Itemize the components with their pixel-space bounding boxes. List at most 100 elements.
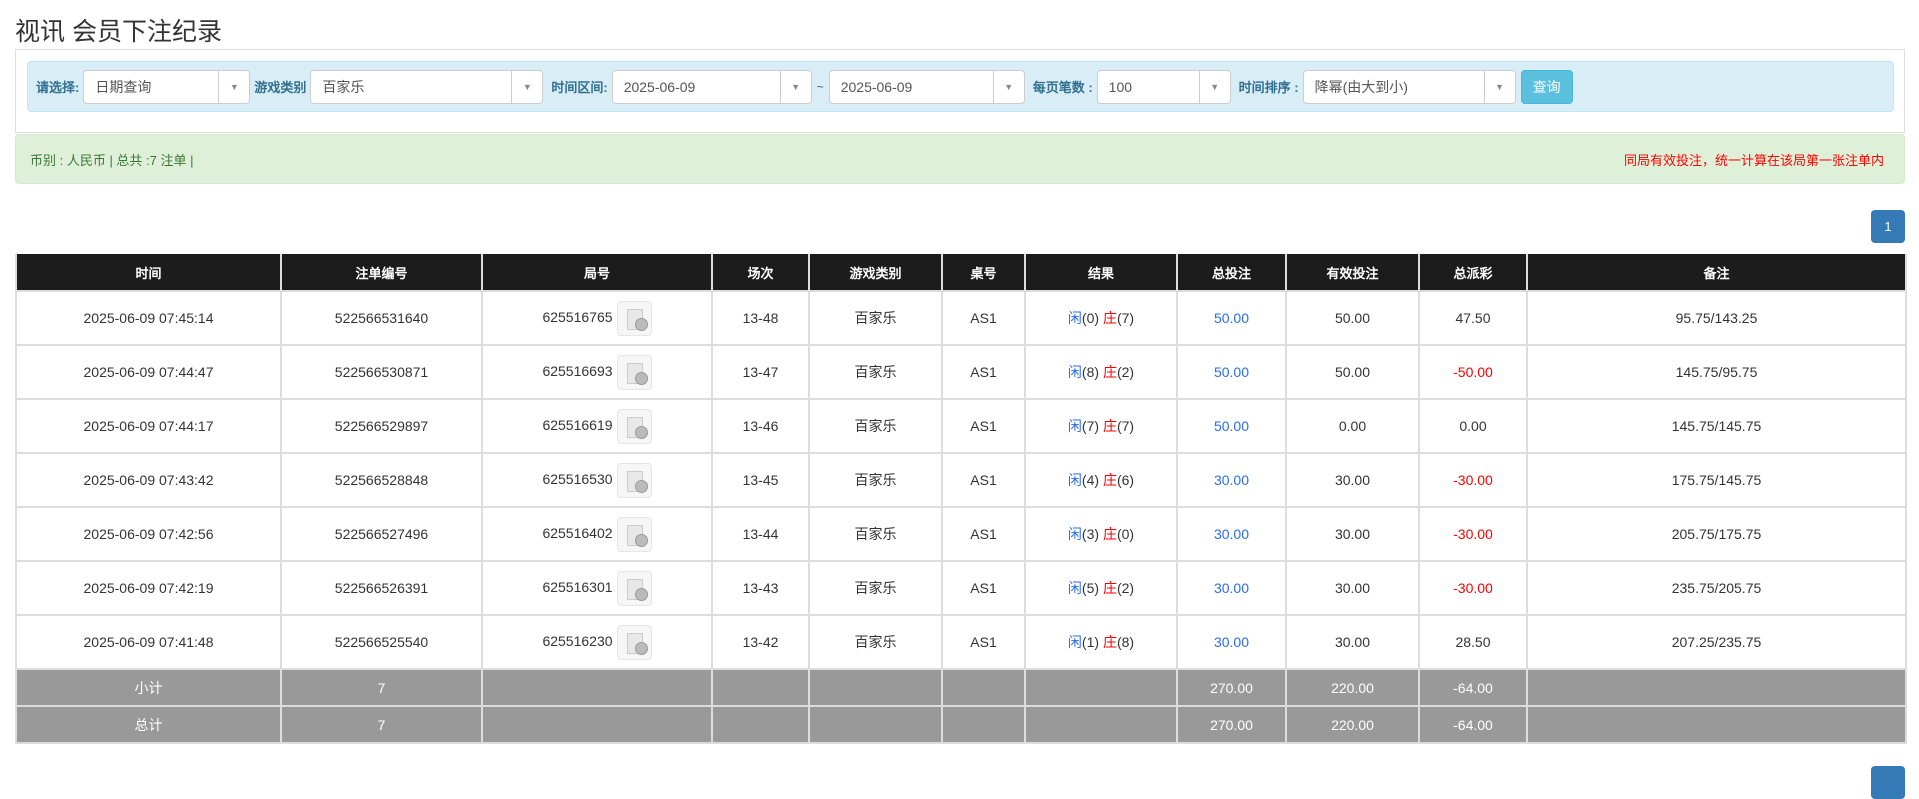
per-page-select[interactable]: 100 ▼: [1096, 69, 1231, 104]
game-type-value: 百家乐: [322, 78, 365, 95]
sum-payout-cell: -64.00: [1418, 668, 1528, 707]
page-button-bottom[interactable]: [1871, 766, 1905, 799]
session-cell: 13-42: [711, 614, 810, 670]
total-bet-cell: 50.00: [1176, 344, 1287, 400]
bet-no-cell: 522566530871: [280, 344, 483, 400]
subtotal-row: 小计 7 270.00 220.00 -64.00: [15, 668, 1907, 707]
round-no: 625516301: [542, 578, 613, 595]
game-type-cell: 百家乐: [808, 398, 943, 454]
total-bet-cell: 30.00: [1176, 506, 1287, 562]
date-to-select[interactable]: 2025-06-09 ▼: [828, 69, 1025, 104]
chevron-down-icon: ▼: [1198, 70, 1230, 103]
empty-cell: [1526, 668, 1907, 707]
time-cell: 2025-06-09 07:42:56: [15, 506, 282, 562]
round-no: 625516619: [542, 416, 613, 433]
table-no-cell: AS1: [941, 452, 1026, 508]
remark-cell: 145.75/95.75: [1526, 344, 1907, 400]
banker-score: (7): [1116, 418, 1135, 434]
range-separator: ~: [816, 79, 824, 94]
sum-valid-bet-cell: 220.00: [1285, 668, 1420, 707]
time-cell: 2025-06-09 07:45:14: [15, 290, 282, 346]
banker-label: 庄: [1102, 418, 1117, 434]
header-round-no: 局号: [481, 254, 713, 292]
query-button[interactable]: 查询: [1520, 69, 1573, 104]
header-valid-bet: 有效投注: [1285, 254, 1420, 292]
per-page-label: 每页笔数 :: [1032, 80, 1093, 95]
player-label: 闲: [1067, 310, 1082, 326]
game-type-select[interactable]: 百家乐 ▼: [310, 69, 544, 104]
banker-label: 庄: [1102, 526, 1117, 542]
empty-cell: [1526, 705, 1907, 744]
bet-no-cell: 522566525540: [280, 614, 483, 670]
remark-cell: 207.25/235.75: [1526, 614, 1907, 670]
game-type-cell: 百家乐: [808, 290, 943, 346]
table-row: 2025-06-09 07:44:47 522566530871 625516693…: [15, 344, 1907, 400]
total-bet-cell: 30.00: [1176, 614, 1287, 670]
payout-cell: -30.00: [1418, 560, 1528, 616]
banker-score: (7): [1116, 310, 1135, 326]
table-no-cell: AS1: [941, 290, 1026, 346]
result-cell: 闲(0) 庄(7): [1024, 290, 1178, 346]
game-type-cell: 百家乐: [808, 560, 943, 616]
bet-no-cell: 522566528848: [280, 452, 483, 508]
remark-cell: 235.75/205.75: [1526, 560, 1907, 616]
game-type-cell: 百家乐: [808, 344, 943, 400]
time-cell: 2025-06-09 07:42:19: [15, 560, 282, 616]
result-cell: 闲(3) 庄(0): [1024, 506, 1178, 562]
total-count-cell: 7: [280, 705, 483, 744]
video-replay-icon[interactable]: [616, 462, 652, 498]
empty-cell: [481, 668, 713, 707]
page-title: 视讯 会员下注纪录: [15, 18, 222, 46]
video-replay-icon[interactable]: [616, 354, 652, 390]
session-cell: 13-43: [711, 560, 810, 616]
valid-bet-cell: 30.00: [1285, 452, 1420, 508]
player-label: 闲: [1067, 634, 1082, 650]
table-row: 2025-06-09 07:41:48 522566525540 625516230…: [15, 614, 1907, 670]
banker-score: (6): [1116, 472, 1135, 488]
header-remark: 备注: [1526, 254, 1907, 292]
banker-label: 庄: [1102, 634, 1117, 650]
sort-value: 降幂(由大到小): [1314, 78, 1408, 95]
session-cell: 13-48: [711, 290, 810, 346]
query-type-select[interactable]: 日期查询 ▼: [83, 69, 251, 104]
round-no: 625516530: [542, 470, 613, 487]
player-label: 闲: [1067, 580, 1082, 596]
video-replay-icon[interactable]: [616, 624, 652, 660]
total-bet-cell: 30.00: [1176, 560, 1287, 616]
bet-records-table: 时间 注单编号 局号 场次 游戏类别 桌号 结果 总投注 有效投注 总派彩 备注…: [15, 254, 1907, 744]
round-no: 625516693: [542, 362, 613, 379]
round-no: 625516402: [542, 524, 613, 541]
empty-cell: [481, 705, 713, 744]
round-no-cell: 625516402: [481, 506, 713, 562]
sort-select[interactable]: 降幂(由大到小) ▼: [1302, 69, 1516, 104]
result-cell: 闲(4) 庄(6): [1024, 452, 1178, 508]
video-replay-icon[interactable]: [616, 408, 652, 444]
table-row: 2025-06-09 07:44:17 522566529897 625516619…: [15, 398, 1907, 454]
player-score: (5): [1081, 580, 1100, 596]
banker-score: (8): [1116, 634, 1135, 650]
grand-total-row: 总计 7 270.00 220.00 -64.00: [15, 705, 1907, 744]
banker-label: 庄: [1102, 580, 1117, 596]
valid-bet-cell: 30.00: [1285, 560, 1420, 616]
sum-total-bet-cell: 270.00: [1176, 668, 1287, 707]
filter-panel: 请选择: 日期查询 ▼ 游戏类别 百家乐 ▼ 时间区间: 2025-06-09 ▼ ~…: [15, 49, 1905, 133]
payout-cell: -30.00: [1418, 452, 1528, 508]
table-row: 2025-06-09 07:42:19 522566526391 625516301…: [15, 560, 1907, 616]
round-no-cell: 625516765: [481, 290, 713, 346]
video-replay-icon[interactable]: [616, 516, 652, 552]
game-type-cell: 百家乐: [808, 506, 943, 562]
filter-bar: 请选择: 日期查询 ▼ 游戏类别 百家乐 ▼ 时间区间: 2025-06-09 ▼ ~…: [27, 61, 1894, 112]
session-cell: 13-47: [711, 344, 810, 400]
session-cell: 13-44: [711, 506, 810, 562]
player-label: 闲: [1067, 472, 1082, 488]
header-game-type: 游戏类别: [808, 254, 943, 292]
result-cell: 闲(5) 庄(2): [1024, 560, 1178, 616]
payout-cell: 0.00: [1418, 398, 1528, 454]
video-replay-icon[interactable]: [616, 300, 652, 336]
date-from-select[interactable]: 2025-06-09 ▼: [611, 69, 812, 104]
video-replay-icon[interactable]: [616, 570, 652, 606]
round-no-cell: 625516693: [481, 344, 713, 400]
chevron-down-icon: ▼: [1483, 70, 1515, 103]
result-cell: 闲(1) 庄(8): [1024, 614, 1178, 670]
page-button-1[interactable]: 1: [1871, 210, 1905, 243]
